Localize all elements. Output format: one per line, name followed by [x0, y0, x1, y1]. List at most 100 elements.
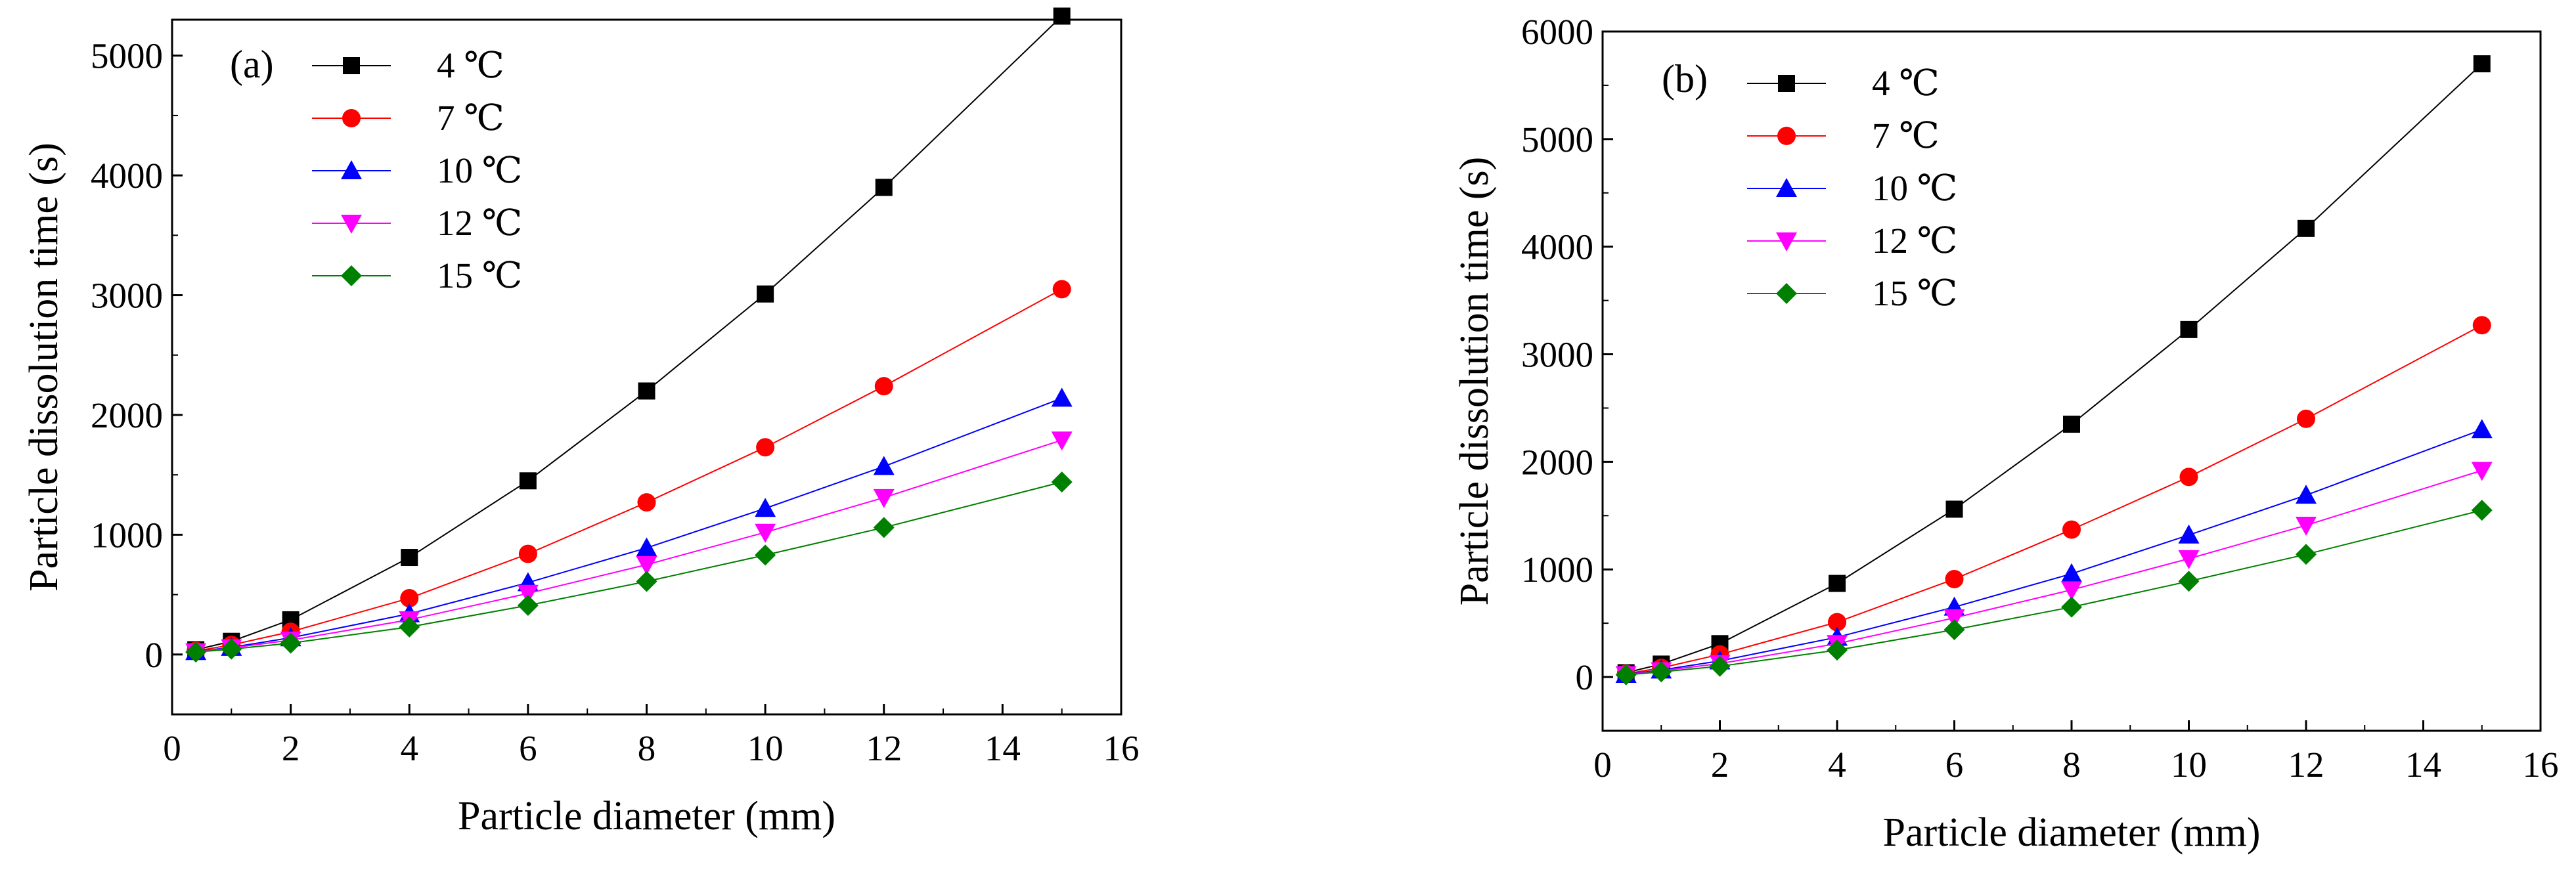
y-tick-label: 3000	[1521, 335, 1593, 375]
x-tick-label: 6	[1945, 745, 1964, 785]
chart-panel-1: 0 2 4 6 8 10 12 14 16 0 1000 2000 3000 4000 5000 6000 Pa…	[1452, 12, 2559, 855]
legend-label: 15 ℃	[437, 255, 522, 295]
legend-entry: 10 ℃	[312, 150, 522, 190]
y-tick-label: 2000	[91, 395, 163, 435]
legend-entry: 4 ℃	[1747, 63, 1940, 103]
series-line	[195, 15, 1063, 651]
data-point	[1709, 655, 1731, 677]
series-line	[196, 481, 1062, 653]
data-point	[401, 549, 418, 567]
legend-entry: 15 ℃	[1747, 273, 1957, 313]
data-point	[1051, 471, 1073, 493]
x-tick-label: 2	[1711, 745, 1729, 785]
data-point	[518, 544, 537, 563]
series-line	[1626, 469, 2483, 676]
data-point	[2063, 416, 2080, 433]
series-2	[1615, 419, 2493, 683]
y-tick-label: 4000	[1521, 227, 1593, 267]
legend-label: 10 ℃	[437, 150, 522, 190]
legend-marker	[342, 109, 361, 127]
legend-marker	[1777, 127, 1796, 145]
data-point	[517, 584, 539, 604]
x-tick-label: 0	[163, 728, 181, 768]
x-tick-label: 2	[282, 728, 300, 768]
series-line	[196, 439, 1062, 653]
data-point	[2296, 544, 2317, 565]
data-point	[400, 589, 419, 608]
data-point	[2473, 55, 2491, 73]
y-tick-label: 0	[145, 635, 164, 675]
series-4	[1615, 500, 2493, 685]
data-point	[636, 537, 657, 557]
x-tick-label: 10	[747, 728, 784, 768]
data-point	[874, 377, 893, 396]
legend-marker	[1776, 178, 1797, 197]
legend-marker	[343, 57, 360, 74]
data-point	[2061, 581, 2082, 601]
series-0	[1617, 55, 2491, 682]
series-line	[1626, 324, 2483, 675]
data-point	[1651, 661, 1672, 683]
data-point	[757, 285, 774, 303]
x-tick-label: 14	[2405, 745, 2441, 785]
data-point	[636, 555, 657, 575]
data-point	[1051, 387, 1073, 407]
legend-marker	[341, 265, 362, 286]
legend-entry: 7 ℃	[1747, 116, 1940, 156]
data-point	[2296, 517, 2317, 536]
data-point	[1829, 575, 1846, 592]
series-2	[185, 387, 1073, 661]
x-tick-label: 10	[2171, 745, 2207, 785]
data-point	[873, 517, 895, 538]
legend-label: 4 ℃	[437, 45, 504, 85]
panel-label: (b)	[1662, 57, 1708, 100]
x-tick-label: 14	[985, 728, 1021, 768]
data-point	[638, 382, 655, 400]
data-point	[1945, 569, 1964, 588]
data-point	[873, 489, 895, 508]
x-tick-label: 8	[2062, 745, 2081, 785]
series-line	[1626, 429, 2483, 675]
data-point	[1053, 7, 1071, 25]
data-point	[2472, 316, 2491, 335]
data-point	[636, 571, 657, 592]
data-point	[756, 438, 775, 457]
x-tick-label: 16	[2523, 745, 2559, 785]
data-point	[280, 632, 301, 654]
data-point	[755, 498, 776, 517]
data-point	[2061, 563, 2082, 582]
series-0	[187, 7, 1071, 659]
data-point	[185, 642, 207, 663]
data-point	[873, 456, 895, 475]
legend-marker	[1776, 283, 1797, 304]
legend-entry: 15 ℃	[312, 255, 522, 295]
data-point	[2296, 485, 2317, 504]
data-point	[755, 544, 776, 566]
data-point	[1945, 500, 1963, 518]
x-tick-label: 12	[866, 728, 902, 768]
legend-label: 7 ℃	[437, 98, 504, 138]
data-point	[2178, 571, 2200, 592]
legend-marker	[341, 215, 362, 234]
data-point	[637, 493, 656, 512]
series-line	[196, 397, 1063, 653]
data-point	[1828, 613, 1846, 632]
data-point	[1051, 431, 1073, 451]
x-axis-title: Particle diameter (mm)	[458, 794, 835, 838]
y-tick-label: 6000	[1521, 12, 1593, 52]
plot-frame	[171, 18, 1122, 716]
series-line	[1626, 510, 2482, 676]
legend-label: 15 ℃	[1872, 273, 1957, 313]
data-point	[1827, 640, 1848, 661]
y-tick-label: 5000	[1521, 120, 1593, 160]
series-1	[1616, 316, 2491, 684]
y-tick-label: 1000	[91, 515, 163, 555]
data-point	[399, 616, 420, 638]
x-tick-label: 16	[1103, 728, 1140, 768]
legend-label: 12 ℃	[1872, 221, 1957, 261]
x-axis-title: Particle diameter (mm)	[1883, 810, 2261, 855]
y-axis-title: Particle dissolution time (s)	[1452, 157, 1497, 606]
data-point	[1052, 280, 1071, 299]
y-tick-label: 1000	[1521, 550, 1593, 590]
data-point	[519, 472, 537, 490]
